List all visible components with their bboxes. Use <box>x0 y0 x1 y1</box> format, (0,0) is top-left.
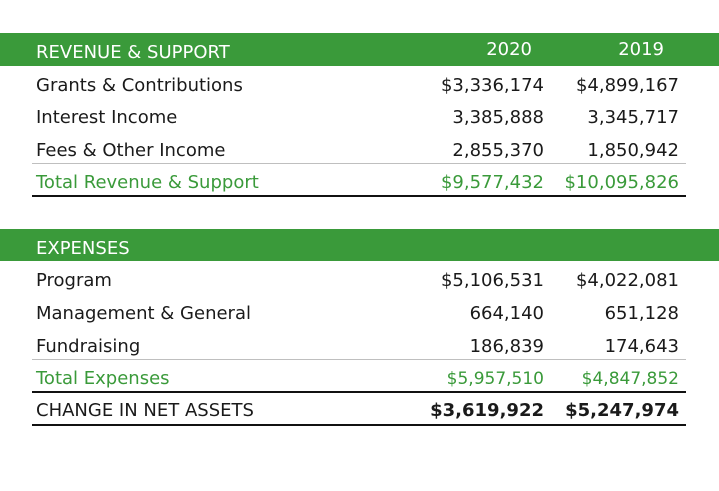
column-header-2019: 2019 <box>618 39 664 60</box>
revenue-header-title: REVENUE & SUPPORT <box>36 42 230 63</box>
total-2019: $4,847,852 <box>581 369 679 389</box>
value-2019: 1,850,942 <box>587 140 679 161</box>
table-row: Fees & Other Income 2,855,370 1,850,942 <box>0 136 719 166</box>
value-2020: 664,140 <box>469 303 544 324</box>
value-2019: $4,899,167 <box>575 75 679 96</box>
row-label: Interest Income <box>36 107 178 128</box>
value-2019: 3,345,717 <box>587 107 679 128</box>
total-label: Total Expenses <box>36 368 170 389</box>
divider <box>32 163 686 164</box>
value-2020: $5,106,531 <box>440 270 544 291</box>
divider <box>32 424 686 426</box>
value-2020: 2,855,370 <box>452 140 544 161</box>
divider <box>32 359 686 360</box>
total-2019: $10,095,826 <box>564 172 679 193</box>
value-2019: 174,643 <box>604 336 679 357</box>
divider <box>32 195 686 197</box>
net-assets-label: CHANGE IN NET ASSETS <box>36 400 254 421</box>
value-2020: 3,385,888 <box>452 107 544 128</box>
value-2019: 651,128 <box>604 303 679 324</box>
table-row: Fundraising 186,839 174,643 <box>0 332 719 362</box>
total-label: Total Revenue & Support <box>36 172 259 193</box>
value-2020: $3,336,174 <box>440 75 544 96</box>
net-assets-2020: $3,619,922 <box>430 400 544 421</box>
net-assets-2019: $5,247,974 <box>565 400 679 421</box>
expenses-header-title: EXPENSES <box>36 238 130 259</box>
expenses-header-band: EXPENSES <box>0 229 719 261</box>
column-header-2020: 2020 <box>486 39 532 60</box>
row-label: Program <box>36 270 112 291</box>
row-label: Management & General <box>36 303 251 324</box>
revenue-total-row: Total Revenue & Support $9,577,432 $10,0… <box>0 168 719 198</box>
total-2020: $5,957,510 <box>446 369 544 389</box>
divider <box>32 391 686 393</box>
value-2020: 186,839 <box>469 336 544 357</box>
table-row: Program $5,106,531 $4,022,081 <box>0 266 719 296</box>
total-2020: $9,577,432 <box>440 172 544 193</box>
table-row: Interest Income 3,385,888 3,345,717 <box>0 103 719 133</box>
row-label: Fees & Other Income <box>36 140 226 161</box>
net-assets-row: CHANGE IN NET ASSETS $3,619,922 $5,247,9… <box>0 396 719 426</box>
row-label: Fundraising <box>36 336 141 357</box>
value-2019: $4,022,081 <box>575 270 679 291</box>
revenue-header-band: REVENUE & SUPPORT 2020 2019 <box>0 33 719 66</box>
row-label: Grants & Contributions <box>36 75 243 96</box>
table-row: Grants & Contributions $3,336,174 $4,899… <box>0 71 719 101</box>
expenses-total-row: Total Expenses $5,957,510 $4,847,852 <box>0 364 719 394</box>
table-row: Management & General 664,140 651,128 <box>0 299 719 329</box>
